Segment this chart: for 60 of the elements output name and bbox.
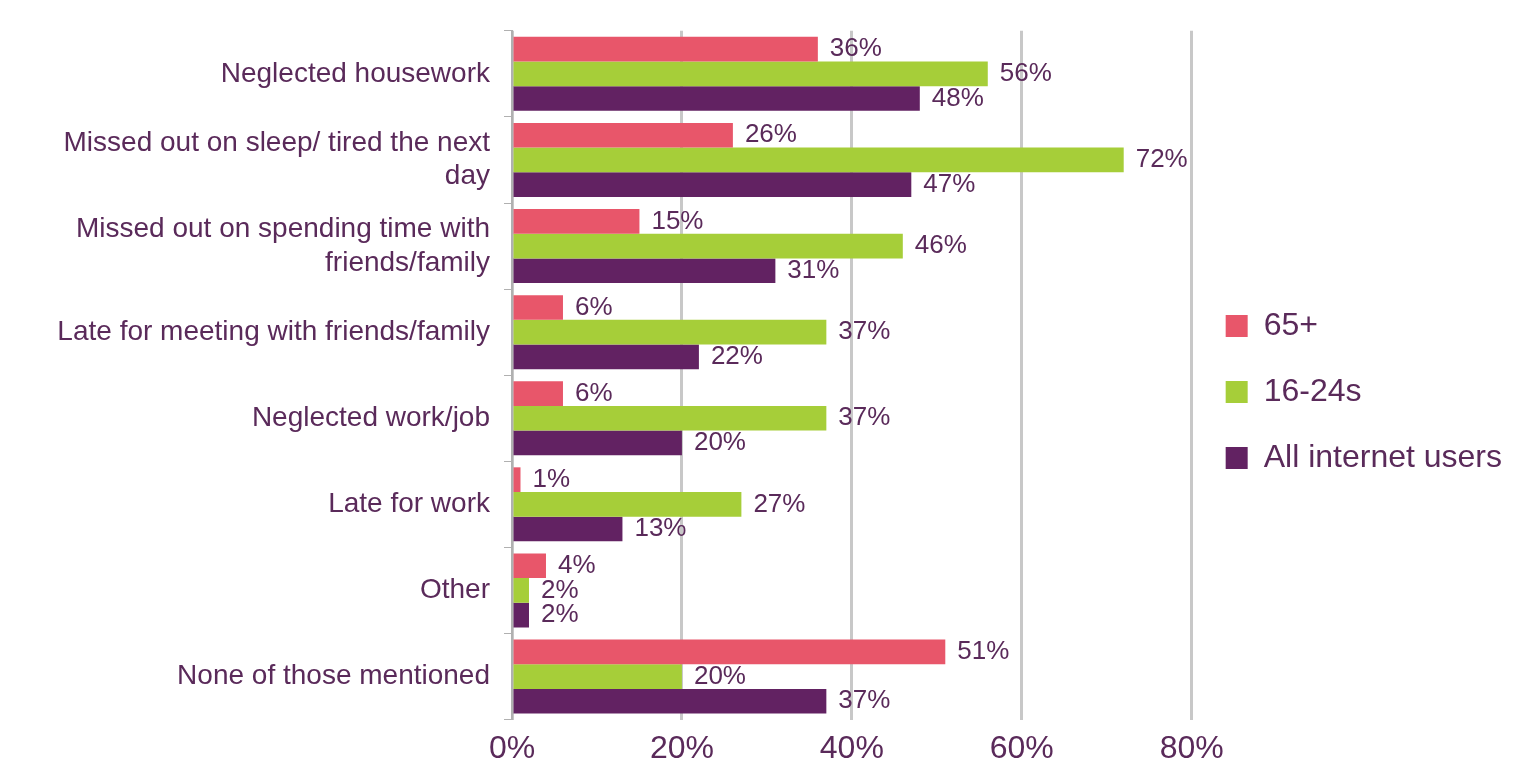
data-label: 20% <box>693 659 746 690</box>
bar <box>513 688 827 714</box>
data-label: 47% <box>923 167 976 198</box>
bar <box>513 516 623 542</box>
data-label: 13% <box>634 512 687 543</box>
bar <box>513 258 776 284</box>
bar <box>513 492 742 517</box>
bar <box>513 344 699 370</box>
bar <box>513 578 529 603</box>
x-tick-label: 60% <box>989 728 1054 765</box>
data-label: 31% <box>787 253 840 284</box>
data-label: 1% <box>532 462 571 493</box>
data-label: 27% <box>753 487 806 518</box>
data-label: 37% <box>838 684 891 715</box>
x-tick-label: 0% <box>488 728 536 765</box>
bar <box>513 36 818 62</box>
y-tick-label: Late for meeting with friends/family <box>57 314 490 346</box>
data-label: 22% <box>710 340 763 370</box>
bar <box>513 147 1124 173</box>
bar <box>513 86 920 111</box>
data-label: 6% <box>574 376 613 407</box>
y-tick-label: Other <box>419 573 490 605</box>
legend-label: 16-24s <box>1263 371 1362 408</box>
data-label: 46% <box>914 229 967 260</box>
x-tick-label: 80% <box>1159 728 1224 765</box>
data-label: 36% <box>829 32 882 63</box>
data-label: 6% <box>574 290 613 321</box>
bar <box>513 381 563 406</box>
bar <box>513 61 988 87</box>
bar <box>513 233 903 259</box>
y-tick-label: Missed out on spending time with friends/family <box>76 211 490 277</box>
bar <box>513 664 682 689</box>
bar <box>513 172 912 197</box>
bar <box>513 295 563 320</box>
y-tick-label: None of those mentioned <box>177 659 490 691</box>
data-label: 15% <box>651 204 704 235</box>
legend-label: All internet users <box>1263 437 1502 474</box>
bar <box>513 430 682 456</box>
y-tick-label: Late for work <box>328 487 491 519</box>
legend-label: 65+ <box>1263 305 1318 342</box>
bar <box>513 209 640 234</box>
data-label: 37% <box>838 401 891 432</box>
x-tick-label: 40% <box>819 728 884 765</box>
bar <box>513 639 946 665</box>
data-label: 48% <box>931 81 984 112</box>
data-label: 72% <box>1135 143 1188 174</box>
bar <box>513 553 546 579</box>
data-label: 37% <box>838 315 891 346</box>
y-tick-label: Missed out on sleep/ tired the next day <box>63 125 491 191</box>
bar <box>513 405 827 431</box>
bar <box>513 602 529 628</box>
data-label: 51% <box>957 635 1010 666</box>
y-tick-label: Neglected work/job <box>251 400 490 432</box>
data-label: 26% <box>744 118 797 149</box>
data-label: 56% <box>999 57 1052 88</box>
bar <box>513 319 827 345</box>
y-tick-label: Neglected housework <box>220 56 491 88</box>
data-label: 20% <box>693 426 746 457</box>
x-tick-label: 20% <box>649 728 714 765</box>
bar <box>513 122 733 148</box>
